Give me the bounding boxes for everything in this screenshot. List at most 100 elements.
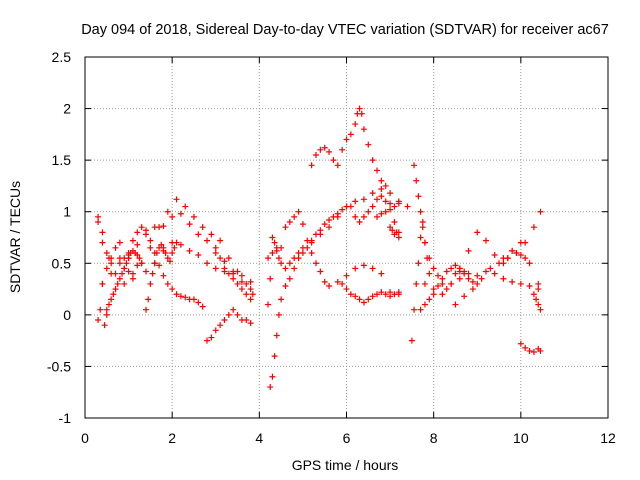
data-point	[369, 157, 376, 164]
series-arc-c7	[500, 247, 529, 267]
data-point	[199, 224, 206, 231]
data-point	[134, 241, 141, 248]
data-point	[352, 293, 359, 300]
data-point	[448, 280, 455, 287]
data-point	[275, 255, 282, 262]
data-point	[217, 237, 224, 244]
series-arc-a4	[103, 224, 206, 313]
series-arc-b8	[387, 224, 402, 241]
data-point	[369, 203, 376, 210]
data-point	[474, 229, 481, 236]
data-point	[435, 282, 442, 289]
data-point	[97, 306, 104, 313]
data-point	[535, 301, 542, 308]
data-point	[230, 306, 237, 313]
data-point	[212, 249, 219, 256]
data-point	[347, 203, 354, 210]
data-point	[411, 162, 418, 169]
data-point	[343, 136, 350, 143]
data-point	[190, 213, 197, 220]
data-point	[430, 291, 437, 298]
data-point	[138, 260, 145, 267]
data-point	[326, 148, 333, 155]
data-point	[312, 151, 319, 158]
y-axis-label: SDTVAR / TECUs	[7, 181, 23, 293]
data-point	[267, 275, 274, 282]
data-point	[312, 231, 319, 238]
data-point	[119, 270, 126, 277]
series-arc-b5	[308, 105, 389, 189]
data-point	[426, 296, 433, 303]
x-tick-label: 8	[430, 430, 438, 446]
data-point	[321, 221, 328, 228]
data-point	[221, 258, 228, 265]
data-point	[334, 210, 341, 217]
data-point	[374, 196, 381, 203]
data-point	[312, 260, 319, 267]
data-point	[171, 244, 178, 251]
data-point	[417, 306, 424, 313]
data-point	[121, 280, 128, 287]
data-point	[143, 227, 150, 234]
series-arc-c3	[417, 262, 481, 313]
data-points	[95, 105, 544, 391]
data-point	[134, 252, 141, 259]
data-point	[378, 210, 385, 217]
data-point	[482, 268, 489, 275]
data-point	[269, 373, 276, 380]
data-point	[275, 311, 282, 318]
data-point	[195, 299, 202, 306]
data-point	[395, 234, 402, 241]
data-point	[419, 219, 426, 226]
series-arc-a6	[101, 247, 145, 329]
data-point	[169, 249, 176, 256]
data-point	[456, 275, 463, 282]
data-point	[247, 278, 254, 285]
data-point	[153, 249, 160, 256]
data-point	[382, 291, 389, 298]
series-arc-c5	[452, 208, 544, 308]
data-point	[411, 306, 418, 313]
data-point	[110, 291, 117, 298]
data-point	[530, 348, 537, 355]
data-point	[136, 255, 143, 262]
series-arc-a9	[212, 244, 254, 303]
data-point	[387, 293, 394, 300]
data-point	[101, 322, 108, 329]
series-arc-b3	[267, 296, 285, 391]
data-point	[103, 249, 110, 256]
data-point	[212, 244, 219, 251]
data-point	[99, 229, 106, 236]
y-tick-label: 2.5	[52, 49, 72, 65]
data-point	[369, 190, 376, 197]
data-point	[230, 275, 237, 282]
data-point	[149, 270, 156, 277]
data-point	[158, 241, 165, 248]
data-point	[238, 272, 245, 279]
data-point	[378, 289, 385, 296]
data-point	[182, 294, 189, 301]
data-point	[108, 260, 115, 267]
data-point	[356, 219, 363, 226]
data-point	[147, 280, 154, 287]
x-tick-label: 4	[255, 430, 263, 446]
data-point	[415, 193, 422, 200]
data-point	[474, 272, 481, 279]
data-point	[125, 268, 132, 275]
data-point	[317, 146, 324, 153]
data-point	[267, 384, 274, 391]
data-point	[291, 213, 298, 220]
data-point	[238, 278, 245, 285]
data-point	[247, 320, 254, 327]
data-point	[374, 213, 381, 220]
data-point	[129, 270, 136, 277]
data-point	[217, 255, 224, 262]
data-point	[286, 275, 293, 282]
data-point	[365, 141, 372, 148]
data-point	[413, 177, 420, 184]
data-point	[108, 270, 115, 277]
data-point	[535, 286, 542, 293]
y-tick-label: 1	[63, 204, 71, 220]
data-point	[134, 229, 141, 236]
